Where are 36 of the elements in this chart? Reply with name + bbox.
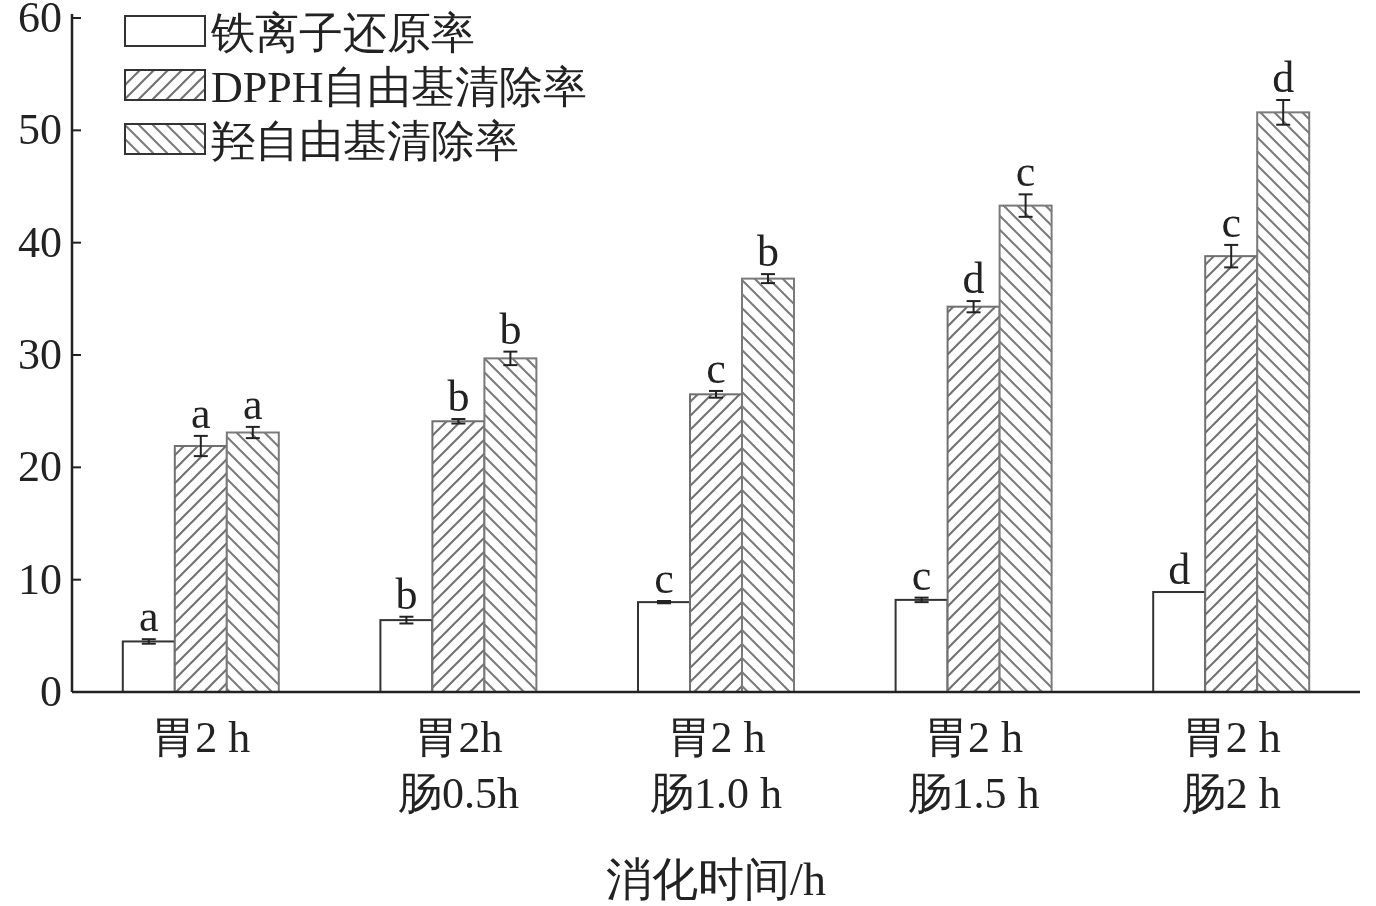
data-label: c [706,343,726,393]
y-tick-label: 0 [40,667,62,716]
data-label: a [191,388,211,438]
data-label: c [654,554,674,604]
x-tick-label: 胃2 h [151,713,251,762]
data-label: c [1221,197,1241,247]
y-tick-label: 50 [18,105,62,155]
bar [1152,591,1207,693]
data-label: c [1015,147,1036,197]
x-axis-title: 消化时间/h [606,854,826,905]
legend-label: DPPH自由基清除率 [211,63,588,112]
y-tick-label: 60 [18,0,62,42]
bar [894,598,949,693]
x-tick-label: 胃2 h 肠2 h [1181,713,1281,818]
bar [379,619,434,693]
data-label: d [1168,545,1191,595]
y-tick-label: 30 [18,330,62,379]
legend-label: 羟自由基清除率 [211,117,519,166]
x-tick-label: 胃2 h 肠1.0 h [650,713,782,818]
x-tick-label: 胃2h 肠0.5h [397,713,519,818]
bar [637,601,691,693]
legend-label: 铁离子还原率 [210,9,475,58]
data-label: d [1272,53,1295,102]
data-label: b [395,569,418,619]
data-label: b [447,372,470,422]
x-tick-label: 胃2 h 肠1.5 h [907,713,1040,818]
data-label: a [243,379,263,429]
y-tick-label: 10 [18,554,62,604]
data-label: d [962,254,985,304]
data-label: b [757,227,779,277]
y-tick-label: 40 [18,217,62,267]
bar [121,640,176,693]
y-tick-label: 20 [18,442,62,492]
data-label: a [139,592,159,642]
data-label: c [911,550,932,600]
data-label: b [499,304,522,354]
